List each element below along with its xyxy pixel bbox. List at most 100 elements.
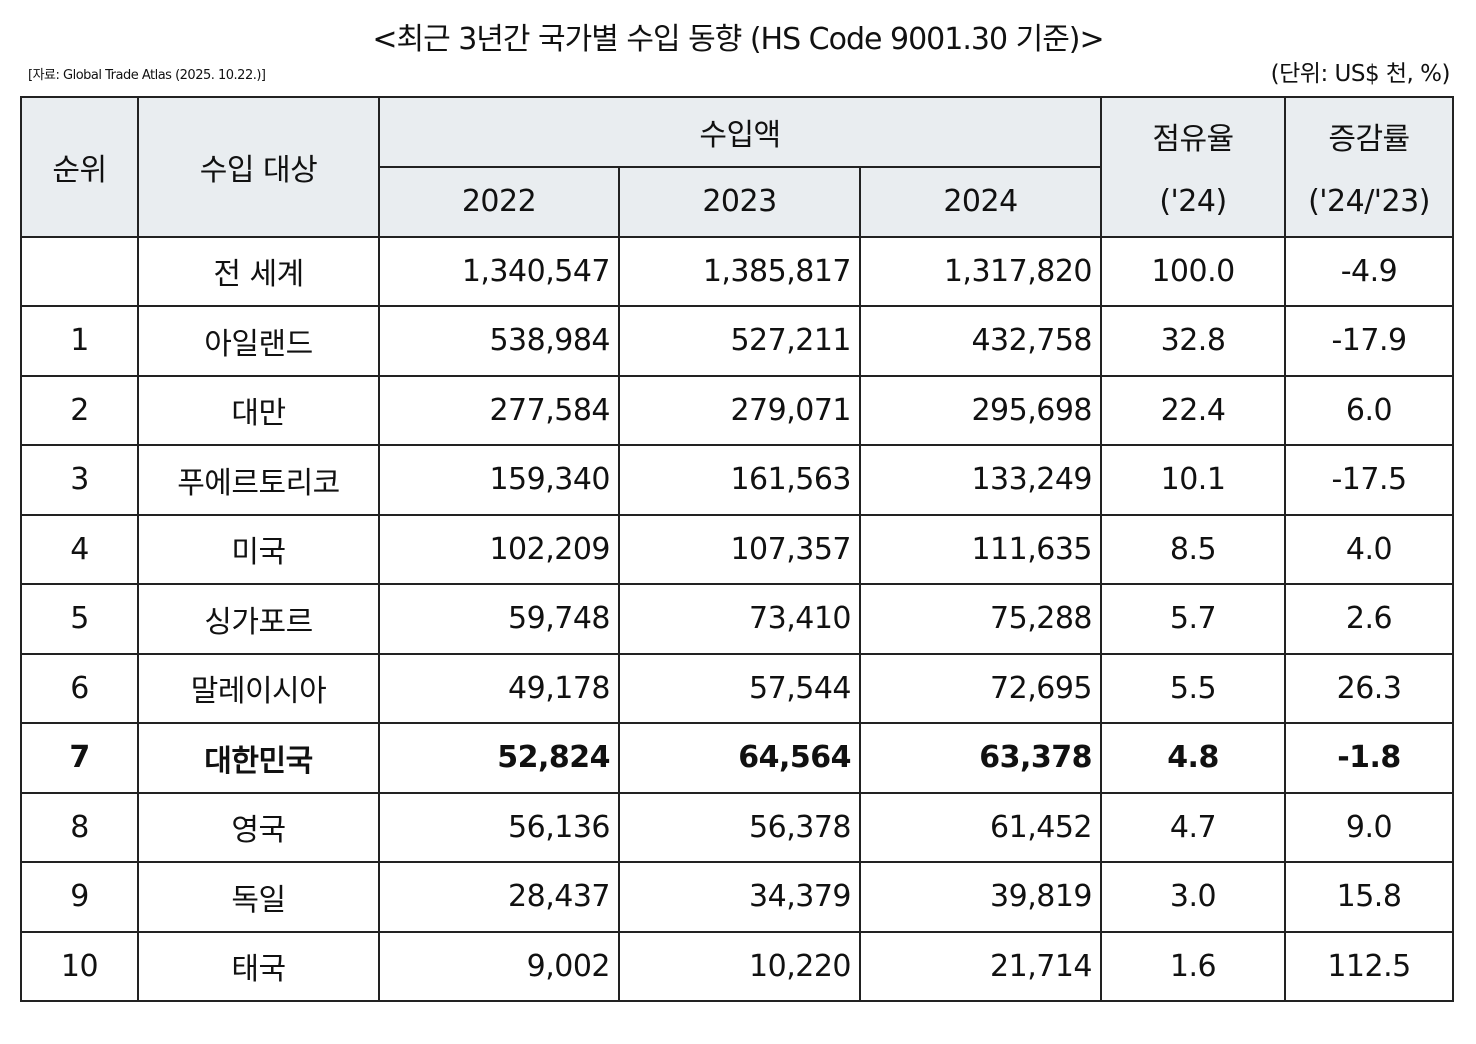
growth-cell: -17.9 [1284,305,1455,377]
value-2024-cell: 1,317,820 [858,235,1103,307]
source-note: [자료: Global Trade Atlas (2025. 10.22.)] [28,68,266,83]
table-row: 5 싱가포르 59,748 73,410 75,288 5.7 2.6 [20,583,1455,655]
value-2024-cell: 63,378 [858,722,1103,794]
growth-cell: 4.0 [1284,513,1455,585]
value-2023-cell: 279,071 [618,374,861,446]
country-cell: 전 세계 [137,235,380,307]
country-cell: 말레이시아 [137,652,380,724]
table-row: 1 아일랜드 538,984 527,211 432,758 32.8 -17.9 [20,305,1455,377]
header-share: 점유율 ('24) [1100,96,1287,238]
country-cell: 싱가포르 [137,583,380,655]
header-rank: 순위 [20,96,139,238]
share-cell: 5.7 [1100,583,1287,655]
growth-cell: -17.5 [1284,444,1455,516]
growth-cell: 26.3 [1284,652,1455,724]
table-row: 10 태국 9,002 10,220 21,714 1.6 112.5 [20,930,1455,1002]
country-cell: 아일랜드 [137,305,380,377]
growth-cell: 2.6 [1284,583,1455,655]
value-2024-cell: 39,819 [858,861,1103,933]
unit-note: (단위: US$ 천, %) [1270,61,1451,87]
rank-cell: 5 [20,583,139,655]
share-cell: 5.5 [1100,652,1287,724]
value-2022-cell: 102,209 [378,513,620,585]
share-cell: 100.0 [1100,235,1287,307]
growth-cell: 6.0 [1284,374,1455,446]
share-cell: 1.6 [1100,930,1287,1002]
header-growth-sub: ('24/'23) [1308,184,1430,220]
value-2022-cell: 538,984 [378,305,620,377]
table-row: 3 푸에르토리코 159,340 161,563 133,249 10.1 -17.5 [20,444,1455,516]
header-growth-label: 증감률 [1328,122,1410,158]
value-2024-cell: 21,714 [858,930,1103,1002]
value-2024-cell: 72,695 [858,652,1103,724]
share-cell: 10.1 [1100,444,1287,516]
value-2023-cell: 10,220 [618,930,861,1002]
table-row: 4 미국 102,209 107,357 111,635 8.5 4.0 [20,513,1455,585]
header-growth: 증감률 ('24/'23) [1284,96,1455,238]
table-title: <최근 3년간 국가별 수입 동향 (HS Code 9001.30 기준)> [372,22,1104,57]
value-2023-cell: 34,379 [618,861,861,933]
value-2024-cell: 432,758 [858,305,1103,377]
rank-cell: 4 [20,513,139,585]
table-row: 7 대한민국 52,824 64,564 63,378 4.8 -1.8 [20,722,1455,794]
rank-cell: 1 [20,305,139,377]
table-row: 6 말레이시아 49,178 57,544 72,695 5.5 26.3 [20,652,1455,724]
table-row: 전 세계 1,340,547 1,385,817 1,317,820 100.0 -4.9 [20,235,1455,307]
value-2022-cell: 59,748 [378,583,620,655]
value-2024-cell: 61,452 [858,791,1103,863]
value-2023-cell: 56,378 [618,791,861,863]
table-row: 8 영국 56,136 56,378 61,452 4.7 9.0 [20,791,1455,863]
share-cell: 8.5 [1100,513,1287,585]
growth-cell: -1.8 [1284,722,1455,794]
value-2022-cell: 277,584 [378,374,620,446]
share-cell: 4.8 [1100,722,1287,794]
share-cell: 32.8 [1100,305,1287,377]
country-cell: 미국 [137,513,380,585]
country-cell: 독일 [137,861,380,933]
import-table: 순위 수입 대상 수입액 점유율 ('24) 증감률 ('24/'23) 2022 … [20,96,1455,1002]
value-2022-cell: 49,178 [378,652,620,724]
value-2023-cell: 1,385,817 [618,235,861,307]
growth-cell: 112.5 [1284,930,1455,1002]
value-2022-cell: 52,824 [378,722,620,794]
value-2022-cell: 159,340 [378,444,620,516]
value-2022-cell: 1,340,547 [378,235,620,307]
growth-cell: 9.0 [1284,791,1455,863]
table-row: 2 대만 277,584 279,071 295,698 22.4 6.0 [20,374,1455,446]
value-2023-cell: 527,211 [618,305,861,377]
share-cell: 4.7 [1100,791,1287,863]
country-cell: 대한민국 [137,722,380,794]
value-2024-cell: 133,249 [858,444,1103,516]
country-cell: 대만 [137,374,380,446]
value-2022-cell: 56,136 [378,791,620,863]
value-2024-cell: 75,288 [858,583,1103,655]
growth-cell: 15.8 [1284,861,1455,933]
value-2023-cell: 161,563 [618,444,861,516]
share-cell: 3.0 [1100,861,1287,933]
header-share-label: 점유율 [1152,122,1234,158]
country-cell: 영국 [137,791,380,863]
header-year-2022: 2022 [378,166,620,238]
value-2023-cell: 107,357 [618,513,861,585]
country-cell: 태국 [137,930,380,1002]
header-year-2024: 2024 [858,166,1103,238]
value-2024-cell: 111,635 [858,513,1103,585]
country-cell: 푸에르토리코 [137,444,380,516]
value-2023-cell: 64,564 [618,722,861,794]
header-share-sub: ('24) [1159,184,1227,220]
rank-cell: 2 [20,374,139,446]
rank-cell: 8 [20,791,139,863]
share-cell: 22.4 [1100,374,1287,446]
value-2022-cell: 28,437 [378,861,620,933]
value-2023-cell: 57,544 [618,652,861,724]
table-row: 9 독일 28,437 34,379 39,819 3.0 15.8 [20,861,1455,933]
rank-cell [20,235,139,307]
growth-cell: -4.9 [1284,235,1455,307]
header-target: 수입 대상 [137,96,380,238]
header-amount: 수입액 [377,96,1103,168]
rank-cell: 9 [20,861,139,933]
rank-cell: 6 [20,652,139,724]
value-2022-cell: 9,002 [378,930,620,1002]
header-year-2023: 2023 [618,166,861,238]
rank-cell: 10 [20,930,139,1002]
